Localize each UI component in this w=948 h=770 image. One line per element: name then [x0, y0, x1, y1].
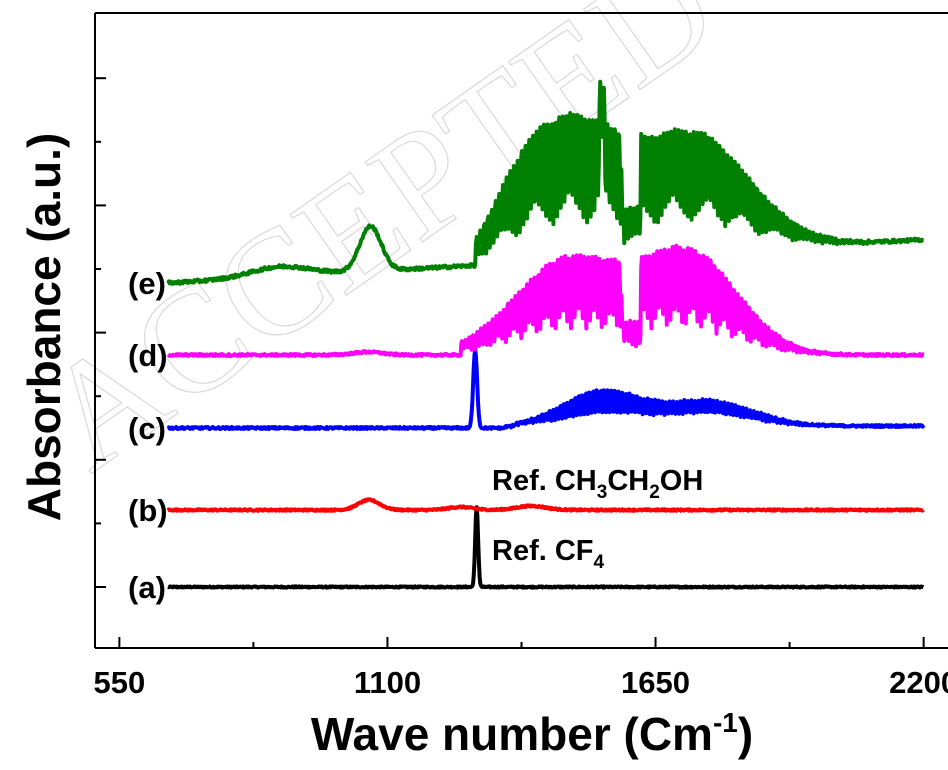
annotation-cf4-ref: Ref. CF4	[492, 535, 605, 573]
curve-label: (c)	[128, 411, 166, 446]
x-tick-label: 2200	[889, 665, 948, 700]
annotation-ethanol-ref: Ref. CH3CH2OH	[492, 465, 703, 503]
x-tick-label: 550	[94, 665, 146, 700]
spectrum-b	[166, 497, 925, 513]
spectrum-d	[166, 243, 925, 358]
axes: 550 1100 1650 2200	[94, 12, 948, 700]
spectrum-c	[166, 347, 926, 431]
spectrum-e	[166, 79, 925, 286]
curve-label: (d)	[128, 338, 168, 373]
y-axis-title: Absorbance (a.u.)	[18, 133, 70, 522]
curve-label: (a)	[128, 570, 166, 605]
x-tick-label: 1650	[621, 665, 690, 700]
x-axis-title: Wave number (Cm-1)	[311, 707, 753, 760]
x-tick-label: 1100	[354, 665, 421, 700]
curve-label: (b)	[128, 493, 168, 528]
curve-labels: (a) (b) (c) (d) (e)	[128, 266, 168, 605]
spectrum-a	[166, 505, 925, 590]
spectra-curves	[166, 79, 926, 590]
curve-label: (e)	[128, 266, 166, 301]
